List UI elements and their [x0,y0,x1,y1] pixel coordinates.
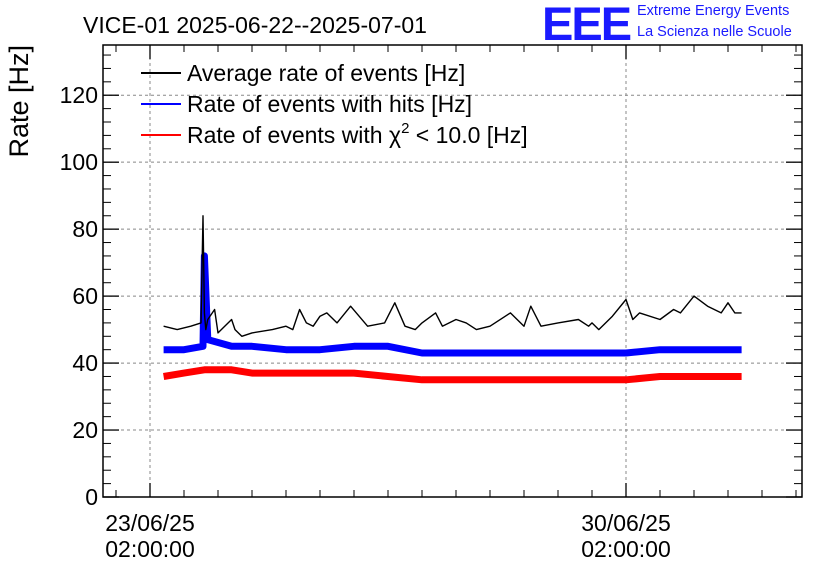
x-tick-label-time: 02:00:00 [105,536,195,562]
y-axis-label: Rate [Hz] [4,45,34,158]
y-tick-label: 60 [72,283,98,309]
y-tick-label: 40 [72,350,98,376]
legend-label: Rate of events with hits [Hz] [187,91,472,117]
legend-label: Average rate of events [Hz] [187,60,465,86]
x-tick-label-time: 02:00:00 [581,536,671,562]
eee-logo-mark: EEE [542,0,632,50]
series-average-rate-line [163,215,742,337]
legend: Average rate of events [Hz] Rate of event… [141,60,528,148]
series-layer [163,215,742,384]
y-axis: 0 20 40 60 80 100 120 [60,54,802,510]
eee-logo: EEE Extreme Energy Events La Scienza nel… [542,0,832,50]
chart-title: VICE-01 2025-06-22--2025-07-01 [83,12,427,38]
series-rate-with-hits-line [163,252,742,357]
x-tick-label-date: 23/06/25 [105,510,195,536]
grid-lines [103,45,802,497]
series-rate-chi2-line [163,366,742,384]
y-tick-label: 20 [72,417,98,443]
y-tick-label: 80 [72,216,98,242]
plot-frame [102,44,803,498]
eee-logo-line2: La Scienza nelle Scuole [637,24,792,40]
y-tick-label: 0 [85,484,98,510]
eee-logo-line1: Extreme Energy Events [637,3,790,19]
y-tick-label: 120 [60,82,98,108]
y-tick-label: 100 [60,149,98,175]
legend-label: Rate of events with χ2 < 10.0 [Hz] [187,120,528,148]
x-tick-label-date: 30/06/25 [581,510,671,536]
